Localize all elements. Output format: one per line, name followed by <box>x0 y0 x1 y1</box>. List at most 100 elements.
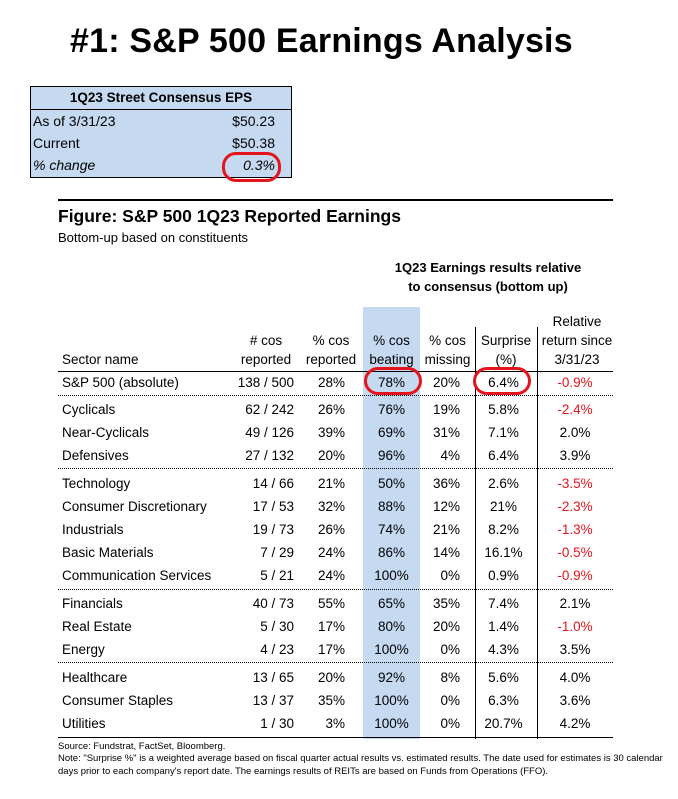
cell-missing: 4% <box>440 448 460 463</box>
group-separator <box>58 395 613 396</box>
col-header-beating: % cos beating <box>363 331 420 369</box>
col-header-line: Relative <box>552 314 602 329</box>
col-header-line: # cos <box>249 333 283 348</box>
cell-sector: Near-Cyclicals <box>62 425 150 440</box>
cell-relative-return: -0.9% <box>557 375 593 390</box>
group-header-line2: to consensus (bottom up) <box>408 279 568 294</box>
cell-pct-reported: 26% <box>317 402 345 417</box>
cell-pct-reported: 26% <box>317 522 345 537</box>
cell-surprise: 16.1% <box>484 545 523 560</box>
cell-relative-return: -2.4% <box>557 402 593 417</box>
cell-missing: 0% <box>440 716 460 731</box>
col-header-line: 3/31/23 <box>554 352 600 367</box>
cell-beating: 92% <box>377 670 406 685</box>
cell-sector: S&P 500 (absolute) <box>62 375 179 390</box>
cell-surprise: 5.8% <box>488 402 519 417</box>
cell-reported: 13 / 65 <box>252 670 294 685</box>
cell-missing: 0% <box>440 568 460 583</box>
col-header-line: Surprise <box>480 333 532 348</box>
surprise-highlight-circle <box>473 367 531 395</box>
cell-pct-reported: 35% <box>317 693 345 708</box>
table-bottom-rule <box>58 737 613 738</box>
cell-pct-reported: 24% <box>317 545 345 560</box>
cell-pct-reported: 20% <box>317 670 345 685</box>
cell-relative-return: -0.9% <box>557 568 593 583</box>
cell-beating: 78% <box>377 375 406 390</box>
cell-missing: 21% <box>432 522 460 537</box>
eps-box-header: 1Q23 Street Consensus EPS <box>31 87 291 110</box>
col-header-sector: Sector name <box>62 352 139 367</box>
eps-row-current: Current $50.38 <box>31 132 291 155</box>
cell-surprise: 6.4% <box>488 375 519 390</box>
cell-relative-return: 3.6% <box>559 693 591 708</box>
cell-reported: 17 / 53 <box>252 499 294 514</box>
eps-row-label: % change <box>33 157 96 173</box>
col-header-line: reported <box>240 352 292 367</box>
col-header-surprise: Surprise (%) <box>475 331 537 369</box>
cell-relative-return: 2.0% <box>559 425 591 440</box>
cell-sector: Healthcare <box>62 670 128 685</box>
page-title: #1: S&P 500 Earnings Analysis <box>70 22 573 60</box>
cell-beating: 74% <box>377 522 406 537</box>
cell-reported: 5 / 21 <box>260 568 294 583</box>
cell-pct-reported: 32% <box>317 499 345 514</box>
cell-sector: Consumer Discretionary <box>62 499 207 514</box>
cell-reported: 14 / 66 <box>252 476 294 491</box>
cell-surprise: 0.9% <box>488 568 519 583</box>
cell-reported: 4 / 23 <box>260 642 294 657</box>
col-header-missing: % cos missing <box>420 331 475 369</box>
column-divider <box>475 327 476 739</box>
col-header-line: missing <box>424 352 471 367</box>
group-header: 1Q23 Earnings results relative to consen… <box>372 258 604 296</box>
cell-relative-return: -0.5% <box>557 545 593 560</box>
cell-pct-reported: 21% <box>317 476 345 491</box>
group-separator <box>58 468 613 469</box>
cell-reported: 62 / 242 <box>245 402 294 417</box>
group-separator <box>58 662 613 663</box>
cell-pct-reported: 17% <box>317 642 345 657</box>
cell-missing: 8% <box>440 670 460 685</box>
cell-sector: Industrials <box>62 522 124 537</box>
cell-reported: 40 / 73 <box>252 596 294 611</box>
col-header-line: % cos <box>373 333 410 348</box>
cell-missing: 14% <box>432 545 460 560</box>
cell-missing: 12% <box>432 499 460 514</box>
cell-sector: Communication Services <box>62 568 212 583</box>
cell-reported: 5 / 30 <box>260 619 294 634</box>
cell-relative-return: -1.0% <box>557 619 593 634</box>
col-header-reported: # cos reported <box>234 331 298 369</box>
cell-beating: 96% <box>377 448 406 463</box>
eps-row-value: $50.23 <box>232 113 275 129</box>
cell-pct-reported: 28% <box>317 375 345 390</box>
cell-missing: 31% <box>432 425 460 440</box>
cell-reported: 1 / 30 <box>260 716 294 731</box>
cell-beating: 100% <box>374 693 409 708</box>
column-divider <box>537 327 538 739</box>
cell-surprise: 4.3% <box>488 642 519 657</box>
col-header-pct-reported: % cos reported <box>300 331 362 369</box>
group-header-line1: 1Q23 Earnings results relative <box>394 260 582 275</box>
col-header-line: reported <box>305 352 357 367</box>
cell-relative-return: 3.9% <box>559 448 591 463</box>
cell-beating: 100% <box>374 716 409 731</box>
eps-row-value: $50.38 <box>232 135 275 151</box>
col-header-line: (%) <box>495 352 517 367</box>
col-header-line: % cos <box>312 333 350 348</box>
header-underline <box>58 371 613 372</box>
eps-row-label: As of 3/31/23 <box>33 113 116 129</box>
eps-row-as-of: As of 3/31/23 $50.23 <box>31 110 291 133</box>
cell-reported: 49 / 126 <box>245 425 294 440</box>
pct-change-highlight-circle <box>222 152 281 182</box>
group-separator <box>58 589 613 590</box>
cell-surprise: 8.2% <box>488 522 519 537</box>
cell-relative-return: 3.5% <box>559 642 591 657</box>
cell-sector: Consumer Staples <box>62 693 174 708</box>
cell-surprise: 7.1% <box>488 425 519 440</box>
cell-reported: 7 / 29 <box>260 545 294 560</box>
cell-beating: 86% <box>377 545 406 560</box>
cell-beating: 100% <box>374 642 409 657</box>
cell-relative-return: -1.3% <box>557 522 593 537</box>
cell-relative-return: 4.2% <box>559 716 591 731</box>
cell-missing: 36% <box>432 476 460 491</box>
cell-surprise: 20.7% <box>484 716 523 731</box>
